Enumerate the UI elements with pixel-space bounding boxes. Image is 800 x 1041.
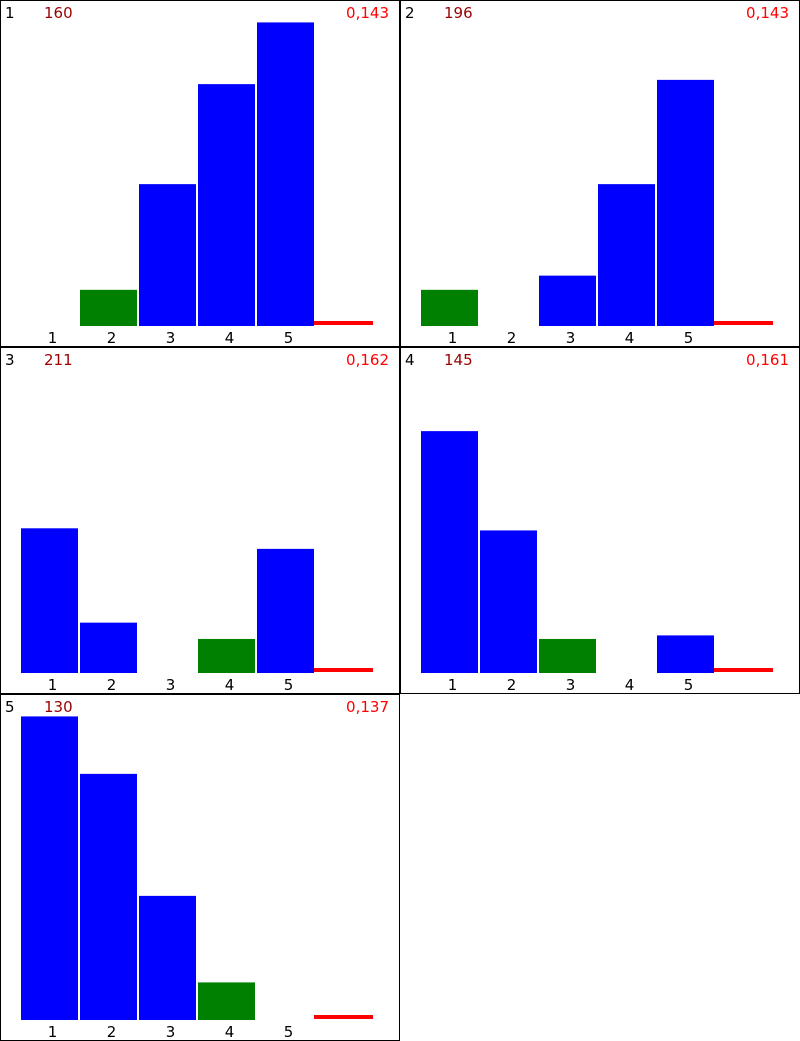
highlight-bar bbox=[198, 982, 255, 1020]
category-label: 5 bbox=[684, 329, 694, 346]
bar bbox=[21, 528, 78, 673]
category-label: 3 bbox=[166, 1023, 176, 1040]
bar bbox=[421, 431, 478, 673]
bar-chart-svg: 1 160 0,143 1 2 3 4 5 bbox=[5, 4, 389, 346]
category-label: 3 bbox=[566, 676, 576, 693]
panel-id-label: 5 bbox=[5, 698, 15, 716]
stat-value-label: 0,162 bbox=[346, 351, 389, 369]
category-label: 2 bbox=[107, 676, 117, 693]
panel-id-label: 4 bbox=[405, 351, 415, 369]
category-label: 4 bbox=[225, 329, 235, 346]
bar bbox=[657, 635, 714, 673]
category-label: 1 bbox=[48, 1023, 58, 1040]
reference-marker bbox=[314, 1015, 373, 1019]
category-label: 1 bbox=[48, 329, 58, 346]
category-label: 2 bbox=[507, 329, 517, 346]
highlight-bar bbox=[421, 289, 478, 326]
category-label: 2 bbox=[507, 676, 517, 693]
bar-chart-svg: 4 145 0,161 1 2 3 4 5 bbox=[405, 351, 789, 693]
sample-count-label: 211 bbox=[44, 351, 73, 369]
bar bbox=[257, 22, 314, 326]
bar bbox=[80, 622, 137, 673]
stat-value-label: 0,143 bbox=[746, 4, 789, 22]
category-label: 2 bbox=[107, 1023, 117, 1040]
bar bbox=[657, 79, 714, 326]
sample-count-label: 145 bbox=[444, 351, 473, 369]
reference-marker bbox=[714, 321, 773, 325]
highlight-bar bbox=[80, 289, 137, 326]
highlight-bar bbox=[539, 638, 596, 673]
sample-count-label: 130 bbox=[44, 698, 73, 716]
stat-value-label: 0,161 bbox=[746, 351, 789, 369]
category-label: 5 bbox=[284, 1023, 294, 1040]
bar bbox=[198, 84, 255, 327]
category-label: 3 bbox=[166, 329, 176, 346]
stat-value-label: 0,143 bbox=[346, 4, 389, 22]
highlight-bar bbox=[198, 638, 255, 673]
reference-marker bbox=[714, 668, 773, 672]
chart-panel-3: 3 211 0,162 1 2 3 4 5 bbox=[0, 347, 400, 694]
category-label: 1 bbox=[448, 676, 458, 693]
panel-id-label: 3 bbox=[5, 351, 15, 369]
category-label: 5 bbox=[284, 676, 294, 693]
category-label: 2 bbox=[107, 329, 117, 346]
category-label: 5 bbox=[284, 329, 294, 346]
bar-chart-svg: 3 211 0,162 1 2 3 4 5 bbox=[5, 351, 389, 693]
category-label: 1 bbox=[48, 676, 58, 693]
sample-count-label: 160 bbox=[44, 4, 73, 22]
bar bbox=[21, 716, 78, 1020]
bar bbox=[139, 895, 196, 1020]
bar-chart-svg: 2 196 0,143 1 2 3 4 5 bbox=[405, 4, 789, 346]
bar bbox=[80, 773, 137, 1020]
bar bbox=[257, 548, 314, 673]
chart-panel-5: 5 130 0,137 1 2 3 4 5 bbox=[0, 694, 400, 1041]
bar bbox=[539, 275, 596, 326]
chart-panel-4: 4 145 0,161 1 2 3 4 5 bbox=[400, 347, 800, 694]
panel-id-label: 2 bbox=[405, 4, 415, 22]
bar bbox=[480, 530, 537, 673]
category-label: 4 bbox=[225, 1023, 235, 1040]
bar bbox=[139, 184, 196, 326]
chart-panel-1: 1 160 0,143 1 2 3 4 5 bbox=[0, 0, 400, 347]
reference-marker bbox=[314, 668, 373, 672]
category-label: 3 bbox=[566, 329, 576, 346]
category-label: 4 bbox=[225, 676, 235, 693]
category-label: 4 bbox=[625, 676, 635, 693]
reference-marker bbox=[314, 321, 373, 325]
sample-count-label: 196 bbox=[444, 4, 473, 22]
category-label: 4 bbox=[625, 329, 635, 346]
stat-value-label: 0,137 bbox=[346, 698, 389, 716]
bar-chart-svg: 5 130 0,137 1 2 3 4 5 bbox=[5, 698, 389, 1040]
category-label: 3 bbox=[166, 676, 176, 693]
chart-panel-2: 2 196 0,143 1 2 3 4 5 bbox=[400, 0, 800, 347]
bar bbox=[598, 184, 655, 326]
panel-id-label: 1 bbox=[5, 4, 15, 22]
category-label: 1 bbox=[448, 329, 458, 346]
category-label: 5 bbox=[684, 676, 694, 693]
